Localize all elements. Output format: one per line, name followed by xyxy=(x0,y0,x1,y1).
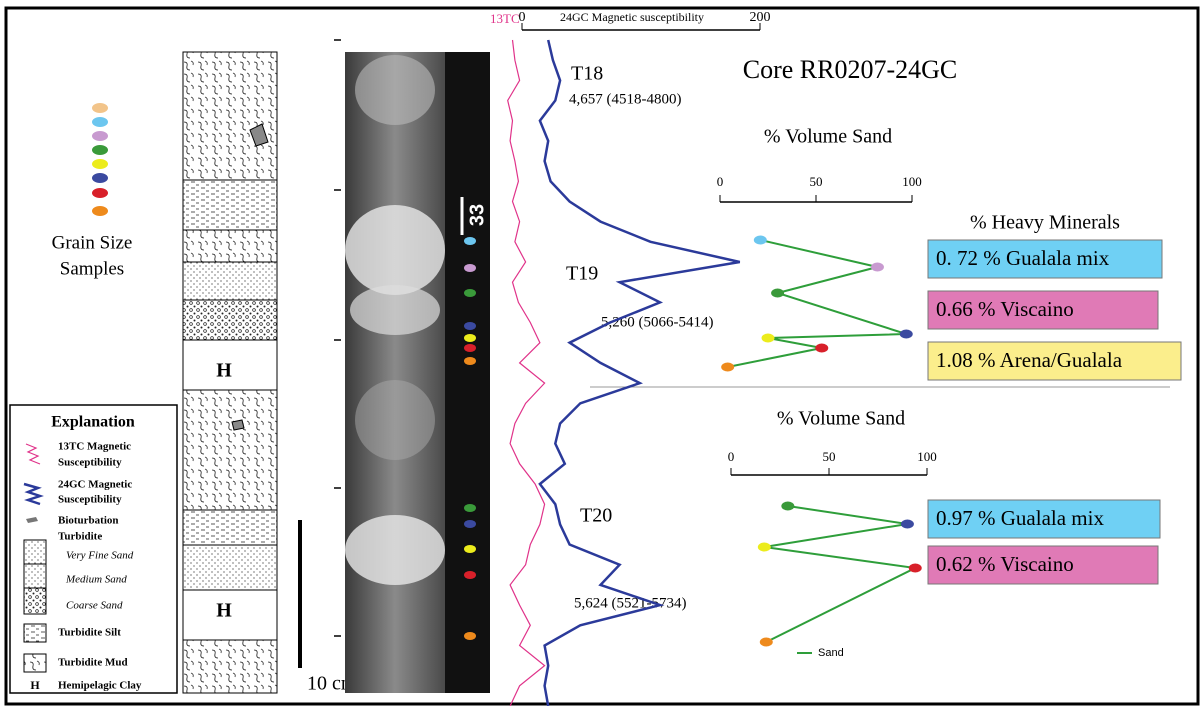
core-xray xyxy=(345,52,490,693)
explanation-item: Very Fine Sand xyxy=(66,550,134,562)
sand-point xyxy=(899,329,913,339)
grain-size-label: Samples xyxy=(60,258,124,279)
explanation-item: Turbidite xyxy=(58,531,102,543)
x-tick-label: 0 xyxy=(519,10,526,25)
x-tick-label: 200 xyxy=(750,10,771,25)
heavy-minerals-title: % Heavy Minerals xyxy=(970,212,1120,234)
explanation-item: Bioturbation xyxy=(58,515,119,527)
chart-title: % Volume Sand xyxy=(764,126,892,148)
mineral-box xyxy=(927,545,1159,585)
depth-ticks xyxy=(334,39,341,637)
hemipelagic-mark: H xyxy=(216,600,232,622)
legend-label: Sand xyxy=(818,647,844,659)
chart-title: % Volume Sand xyxy=(777,408,905,430)
sand-point xyxy=(870,262,884,272)
hemipelagic-mark: H xyxy=(216,360,232,382)
turbidite-name: T19 xyxy=(566,263,598,285)
x-tick-label: 50 xyxy=(810,174,823,189)
mineral-box xyxy=(927,341,1182,381)
mineral-label: 1.08 % Arena/Gualala xyxy=(936,348,1123,372)
explanation: Explanation H xyxy=(9,404,178,694)
sand-point xyxy=(721,362,735,372)
explanation-item: Turbidite Mud xyxy=(58,657,128,669)
explanation-item: Turbidite Silt xyxy=(58,627,121,639)
grain-size-dots xyxy=(92,103,108,216)
sand-point xyxy=(757,542,771,552)
mineral-box xyxy=(927,290,1159,330)
series-label: 13TC xyxy=(490,11,520,26)
x-axis-label: 24GC Magnetic susceptibility xyxy=(560,10,704,24)
sand-point xyxy=(759,637,773,647)
explanation-item: Coarse Sand xyxy=(66,600,123,612)
frame xyxy=(4,6,1200,706)
turbidite-age: 5,260 (5066-5414) xyxy=(601,314,714,330)
explanation-item: Susceptibility xyxy=(58,457,122,469)
susceptibility-line xyxy=(538,39,741,706)
turbidite-age: 5,624 (5521-5734) xyxy=(574,595,687,611)
svg-text:H: H xyxy=(30,678,40,692)
explanation-item: Susceptibility xyxy=(58,494,122,506)
mineral-label: 0.97 % Gualala mix xyxy=(936,506,1104,530)
core-sample-dots xyxy=(464,237,476,640)
explanation-item: Medium Sand xyxy=(65,574,127,586)
x-tick-label: 0 xyxy=(717,174,724,189)
explanation-item: 13TC Magnetic xyxy=(58,441,131,453)
turbidite-name: T20 xyxy=(580,505,612,527)
x-tick-label: 50 xyxy=(823,449,836,464)
heavy-mineral-boxes: 0. 72 % Gualala mix 0.66 % Viscaino 1.08 %… xyxy=(927,239,1182,585)
susceptibility-line xyxy=(507,39,546,706)
explanation-item: 24GC Magnetic xyxy=(58,479,132,491)
figure-title: Core RR0207-24GC xyxy=(743,55,958,84)
turbidite-name: T18 xyxy=(571,63,603,85)
sand-line xyxy=(764,505,919,643)
mineral-label: 0. 72 % Gualala mix xyxy=(936,246,1110,270)
grain-size-label: Grain Size xyxy=(52,232,133,253)
mineral-label: 0.66 % Viscaino xyxy=(936,297,1074,321)
mineral-box xyxy=(927,499,1161,539)
mineral-box xyxy=(927,239,1163,279)
sand-point xyxy=(900,519,914,529)
x-tick-label: 100 xyxy=(902,174,922,189)
stratigraphic-column xyxy=(182,51,278,694)
core-number: 33 xyxy=(466,204,488,226)
turbidite-age: 4,657 (4518-4800) xyxy=(569,91,682,107)
mineral-label: 0.62 % Viscaino xyxy=(936,552,1074,576)
x-tick-label: 0 xyxy=(728,449,735,464)
explanation-item: Hemipelagic Clay xyxy=(58,680,142,692)
sand-point xyxy=(761,333,775,343)
scale-bar-label: 10 cm xyxy=(307,673,357,695)
sand-point xyxy=(771,288,785,298)
sand-point xyxy=(753,235,767,245)
sand-point xyxy=(781,501,795,511)
explanation-title: Explanation xyxy=(51,414,135,431)
sand-point xyxy=(815,343,829,353)
x-tick-label: 100 xyxy=(917,449,937,464)
sand-point xyxy=(908,563,922,573)
